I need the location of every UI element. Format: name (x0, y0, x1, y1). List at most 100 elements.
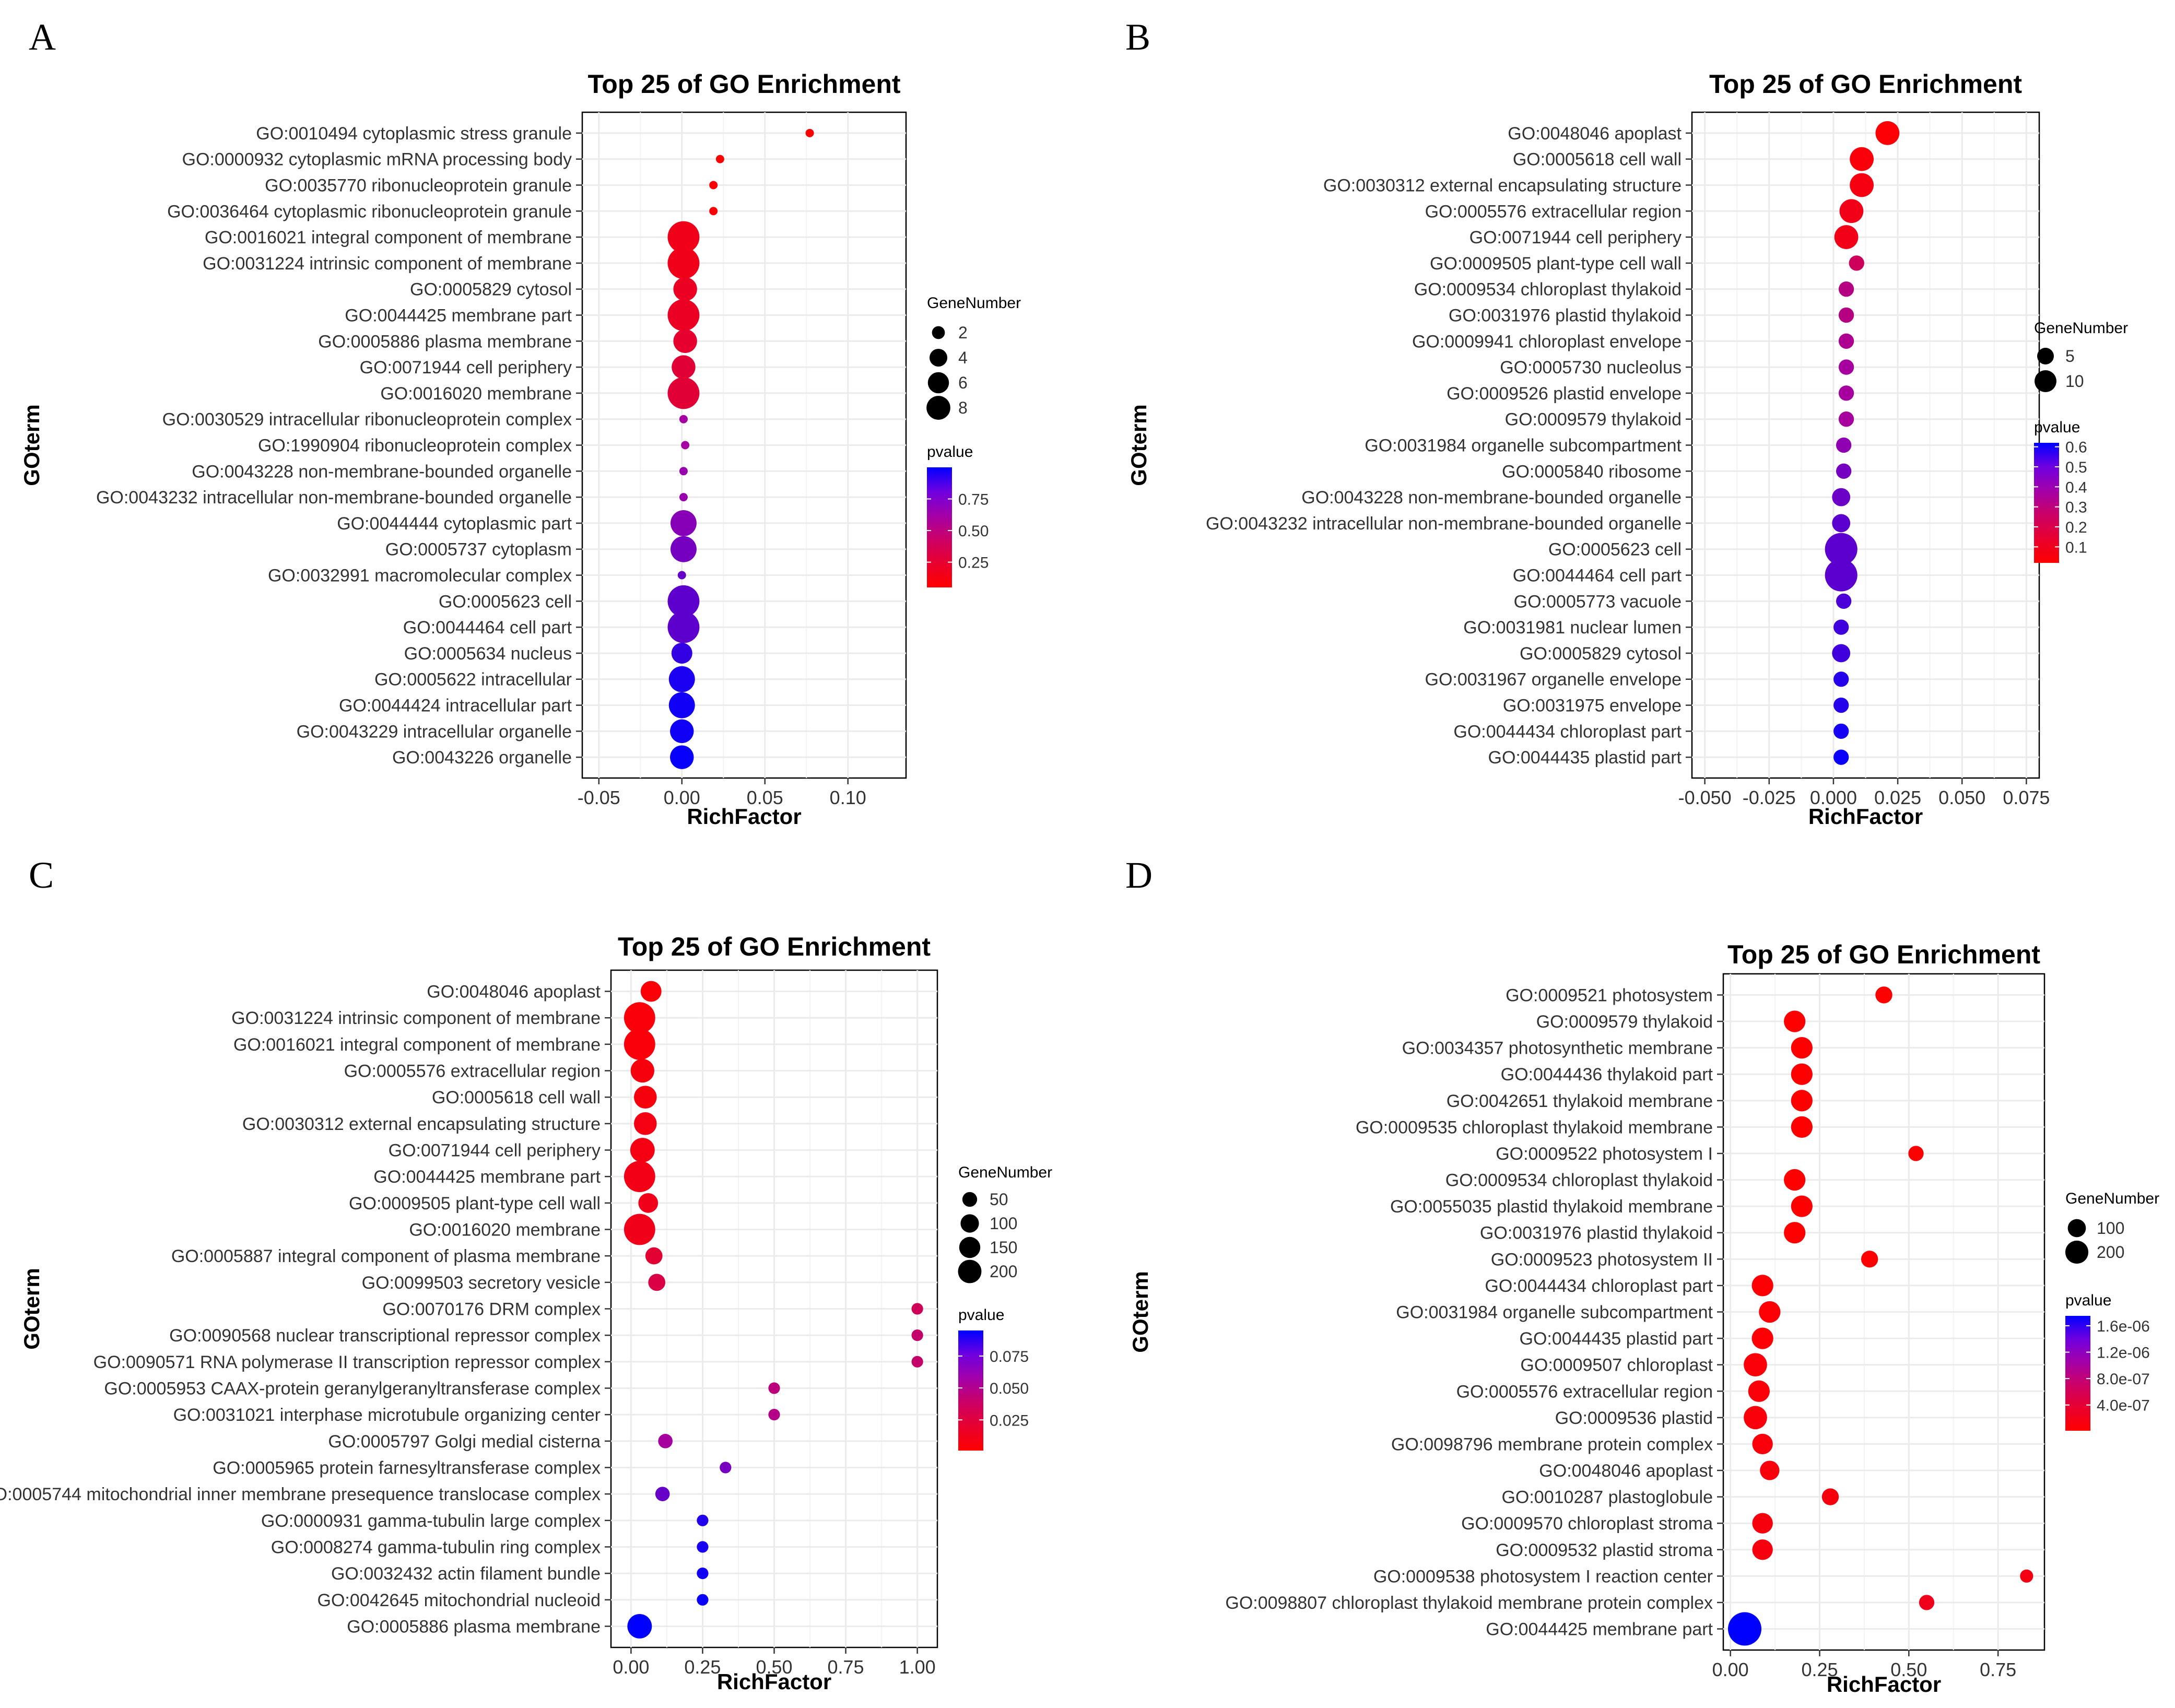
y-tick-label: GO:0031224 intrinsic component of membra… (203, 254, 572, 274)
data-point (1728, 1612, 1761, 1646)
y-tick-label: GO:0009523 photosystem II (1491, 1250, 1713, 1269)
colorbar-label: 0.050 (990, 1380, 1029, 1397)
y-tick-label: GO:0005886 plasma membrane (318, 332, 572, 351)
data-point (1784, 1169, 1806, 1191)
colorbar-label: 0.2 (2065, 519, 2087, 536)
y-tick-label: GO:0032432 actin filament bundle (331, 1564, 601, 1584)
x-tick-label: 0.000 (1810, 787, 1857, 808)
data-point (1836, 437, 1852, 453)
data-point (630, 1138, 655, 1162)
y-tick-label: GO:0005797 Golgi medial cisterna (328, 1432, 601, 1452)
y-tick-label: GO:0031975 envelope (1503, 696, 1682, 716)
data-point (709, 207, 718, 216)
y-tick-label: GO:0048046 apoplast (1539, 1461, 1713, 1481)
data-point (1832, 488, 1851, 506)
data-point (1838, 281, 1854, 297)
y-tick-label: GO:0035770 ribonucleoprotein granule (265, 175, 572, 195)
data-point (1744, 1353, 1767, 1377)
data-point (1833, 619, 1849, 635)
size-legend-dot (960, 1214, 979, 1233)
x-tick-label: 0.05 (747, 787, 783, 808)
y-tick-label: GO:0044464 cell part (403, 618, 572, 638)
size-legend-dot (2037, 348, 2054, 364)
data-point (911, 1303, 923, 1315)
x-tick-label: 1.00 (899, 1656, 936, 1678)
data-point (681, 441, 690, 450)
data-point (667, 299, 700, 331)
data-point (1791, 1063, 1813, 1085)
y-tick-label: GO:0055035 plastid thylakoid membrane (1390, 1197, 1713, 1217)
y-axis-label: GOterm (1128, 1271, 1153, 1352)
data-point (1834, 225, 1859, 249)
panel-3: 0.00 0.25 0.50 0.75 1.00 GO:0048046 apoplast G… (0, 932, 1052, 1694)
data-point (670, 536, 697, 562)
data-point (1838, 333, 1854, 349)
data-point (1821, 1488, 1839, 1505)
y-axis-label: GOterm (19, 1268, 44, 1349)
colorbar-label: 0.50 (958, 523, 989, 540)
x-tick-label: 0.10 (830, 787, 866, 808)
colorbar-label: 0.4 (2065, 479, 2087, 496)
y-tick-label: GO:0000931 gamma-tubulin large complex (261, 1511, 601, 1531)
data-point (648, 1274, 666, 1291)
data-point (670, 510, 697, 536)
size-legend-dot (927, 372, 949, 394)
size-legend-label: 10 (2065, 372, 2084, 391)
data-point (672, 355, 696, 379)
y-tick-label: GO:0031976 plastid thylakoid (1449, 305, 1682, 325)
y-tick-label: GO:0071944 cell periphery (360, 358, 572, 378)
data-point (658, 1434, 673, 1448)
data-point (805, 128, 814, 137)
y-tick-label: GO:0043229 intracellular organelle (297, 722, 572, 741)
x-tick-label: 0.075 (2003, 787, 2050, 808)
data-point (1838, 411, 1854, 427)
color-legend-title: pvalue (2034, 419, 2080, 436)
data-point (679, 415, 688, 423)
y-tick-label: GO:0030312 external encapsulating struct… (242, 1114, 601, 1134)
x-tick-label: 0.00 (664, 787, 700, 808)
panel-label-d: D (1125, 854, 1153, 896)
chart-title: Top 25 of GO Enrichment (587, 69, 900, 99)
data-point (624, 1214, 655, 1245)
data-point (697, 1514, 709, 1526)
y-tick-label: GO:0005829 cytosol (410, 280, 572, 300)
data-point (1833, 672, 1849, 687)
data-point (667, 221, 700, 253)
chart-title: Top 25 of GO Enrichment (618, 932, 931, 961)
data-point (1838, 359, 1854, 375)
color-legend-title: pvalue (927, 443, 973, 461)
size-legend-dot (958, 1259, 982, 1283)
y-tick-label: GO:0009526 plastid envelope (1447, 384, 1682, 404)
data-point (1833, 697, 1849, 713)
data-point (624, 1002, 655, 1034)
y-tick-label: GO:0009507 chloroplast (1520, 1356, 1713, 1375)
colorbar-label: 0.075 (990, 1348, 1029, 1365)
y-tick-label: GO:0031976 plastid thylakoid (1480, 1223, 1713, 1243)
y-tick-label: GO:0098796 membrane protein complex (1391, 1434, 1713, 1454)
data-point (633, 1112, 657, 1135)
y-tick-label: GO:0010494 cytoplasmic stress granule (256, 124, 572, 144)
panel-4: 0.00 0.25 0.50 0.75 GO:0009521 photosystem GO… (1128, 940, 2159, 1697)
x-tick-label: 0.25 (1801, 1659, 1838, 1680)
colorbar-label: 0.6 (2065, 439, 2087, 456)
y-tick-label: GO:0005953 CAAX-protein geranylgeranyltr… (104, 1379, 601, 1398)
data-point (1751, 1327, 1773, 1349)
chart-title: Top 25 of GO Enrichment (1709, 69, 2022, 99)
y-tick-label: GO:0009522 photosystem I (1496, 1144, 1713, 1164)
y-tick-label: GO:0005618 cell wall (432, 1088, 601, 1108)
y-tick-label: GO:0000932 cytoplasmic mRNA processing b… (182, 150, 572, 170)
y-tick-label: GO:0005618 cell wall (1513, 150, 1682, 170)
data-point (1752, 1539, 1773, 1560)
y-tick-label: GO:0005840 ribosome (1502, 462, 1682, 481)
data-point (679, 467, 688, 476)
data-point (1751, 1275, 1773, 1297)
data-point (1875, 121, 1900, 145)
color-legend-title: pvalue (2065, 1292, 2111, 1309)
data-point (1832, 514, 1851, 533)
data-point (633, 1086, 657, 1109)
panel-label-b: B (1125, 16, 1151, 58)
y-tick-label: GO:0031021 interphase microtubule organi… (173, 1405, 601, 1425)
y-tick-label: GO:0043228 non-membrane-bounded organell… (192, 462, 572, 481)
